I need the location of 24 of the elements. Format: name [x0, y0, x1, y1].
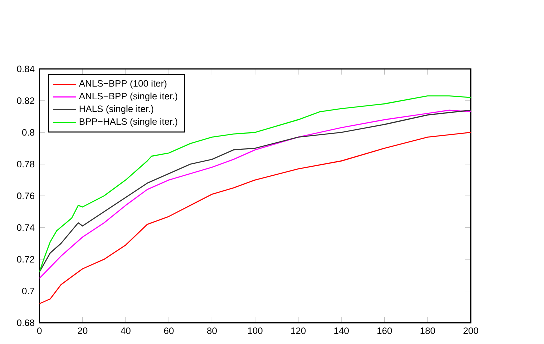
y-tick-label: 0.76: [17, 192, 35, 200]
x-tick-label: 200: [464, 328, 478, 334]
legend-label: ANLS−BPP (single iter.): [79, 92, 178, 102]
x-tick-label: 140: [334, 328, 350, 334]
x-tick-label: 0: [37, 328, 42, 334]
x-tick-label: 60: [164, 328, 174, 334]
y-tick-label: 0.72: [17, 256, 35, 263]
y-tick-label: 0.78: [17, 161, 35, 168]
y-tick-label: 0.68: [17, 320, 35, 326]
x-tick-label: 20: [78, 328, 88, 334]
y-tick-label: 0.74: [17, 224, 35, 232]
x-tick-label: 180: [420, 328, 436, 334]
x-tick-label: 80: [207, 328, 218, 334]
y-tick-label: 0.84: [17, 66, 35, 73]
y-tick-label: 0.8: [22, 129, 35, 136]
legend-label: ANLS−BPP (100 iter): [79, 80, 167, 89]
y-tick-label: 0.7: [22, 288, 35, 295]
y-tick-label: 0.82: [17, 98, 35, 104]
x-tick-label: 40: [120, 328, 131, 334]
legend-label: HALS (single iter.): [80, 106, 154, 114]
x-tick-label: 120: [291, 328, 306, 334]
x-tick-label: 160: [378, 328, 392, 334]
legend-label: BPP−HALS (single iter.): [80, 118, 178, 128]
x-tick-label: 100: [248, 328, 263, 334]
